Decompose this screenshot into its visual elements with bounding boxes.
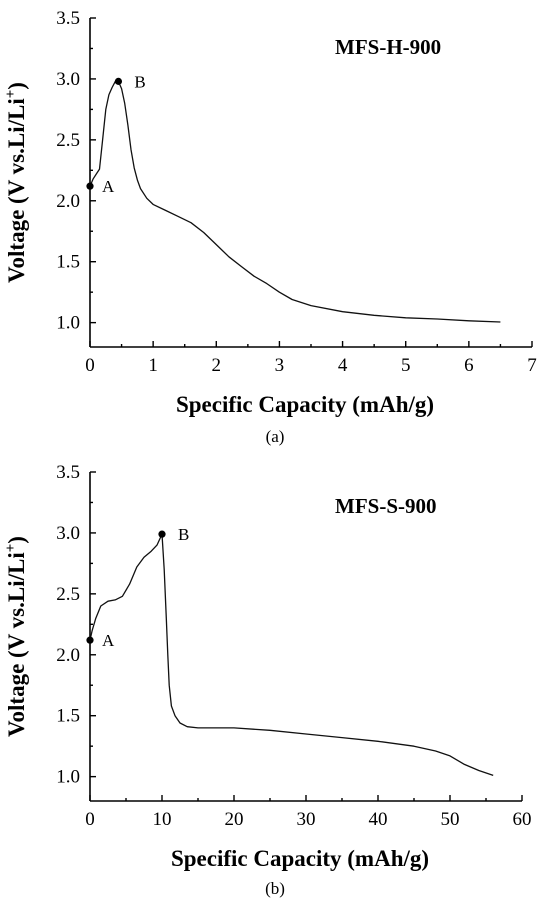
x-tick-label: 30 xyxy=(297,809,316,830)
x-tick-label: 2 xyxy=(212,355,222,376)
panel-annotation: MFS-S-900 xyxy=(335,494,437,518)
figure-caption: (b) xyxy=(265,879,285,898)
y-tick-label: 2.5 xyxy=(56,584,80,605)
y-axis-title-main: Voltage (V vs.Li/Li xyxy=(4,98,29,283)
x-tick-label: 20 xyxy=(225,809,244,830)
x-tick-label: 10 xyxy=(153,809,172,830)
y-axis-title: Voltage (V vs.Li/Li+) xyxy=(3,82,29,283)
point-label-a: A xyxy=(102,177,115,196)
x-tick-label: 0 xyxy=(85,809,95,830)
y-axis-title-main: Voltage (V vs.Li/Li xyxy=(4,552,29,737)
x-axis-title: Specific Capacity (mAh/g) xyxy=(176,392,434,417)
chart-panel-a: 0 1 2 3 4 5 6 7 1.0 1.5 2.0 2.5 3.0 3.5 A B MFS-H-900 Spe… xyxy=(3,8,537,446)
y-tick-label: 2.0 xyxy=(56,191,80,212)
y-tick-label: 1.0 xyxy=(56,767,80,788)
y-tick-label: 3.5 xyxy=(56,8,80,29)
y-tick-label: 2.5 xyxy=(56,130,80,151)
y-axis-title: Voltage (V vs.Li/Li+) xyxy=(3,536,29,737)
point-label-b: B xyxy=(134,72,145,91)
y-axis-title-end: ) xyxy=(4,536,29,544)
figure-caption: (a) xyxy=(266,427,285,446)
x-tick-label: 0 xyxy=(85,355,95,376)
point-b xyxy=(158,530,166,538)
x-tick-label: 3 xyxy=(275,355,285,376)
y-axis-title-sup: + xyxy=(3,90,19,99)
x-tick-label: 7 xyxy=(527,355,537,376)
y-axis-title-end: ) xyxy=(4,82,29,90)
y-tick-label: 3.0 xyxy=(56,69,80,90)
point-a xyxy=(86,182,94,190)
point-label-b: B xyxy=(178,525,189,544)
chart-panel-b: 0 10 20 30 40 50 60 1.0 1.5 2.0 2.5 3.0 3.5 A B MFS-S-9… xyxy=(3,462,532,898)
x-tick-label: 40 xyxy=(369,809,388,830)
x-axis-title: Specific Capacity (mAh/g) xyxy=(171,846,429,871)
x-tick-label: 4 xyxy=(338,355,348,376)
y-tick-label: 1.0 xyxy=(56,313,80,334)
voltage-curve xyxy=(89,80,501,323)
point-b xyxy=(114,77,123,85)
y-axis-title-sup: + xyxy=(3,544,19,553)
x-tick-label: 5 xyxy=(401,355,411,376)
x-tick-label: 1 xyxy=(148,355,158,376)
point-label-a: A xyxy=(102,631,115,650)
y-tick-label: 3.0 xyxy=(56,523,80,544)
y-tick-label: 1.5 xyxy=(56,706,80,727)
y-tick-label: 1.5 xyxy=(56,252,80,273)
point-a xyxy=(86,636,94,644)
y-tick-label: 3.5 xyxy=(56,462,80,483)
x-tick-label: 6 xyxy=(464,355,474,376)
x-tick-label: 60 xyxy=(513,809,532,830)
y-tick-label: 2.0 xyxy=(56,645,80,666)
panel-annotation: MFS-H-900 xyxy=(335,35,441,59)
x-tick-label: 50 xyxy=(441,809,460,830)
voltage-curve xyxy=(89,533,494,777)
